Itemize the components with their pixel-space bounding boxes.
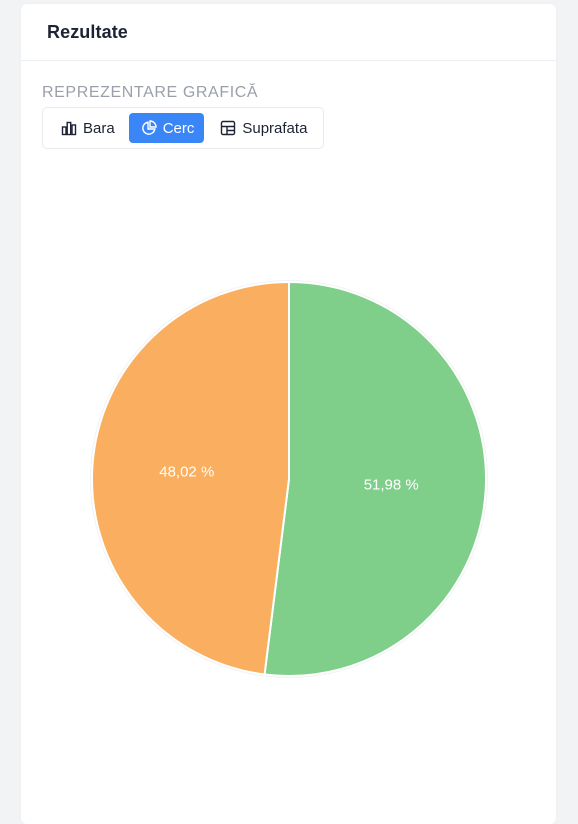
pie-chart-button[interactable]: Cerc [128,113,205,143]
pie-slice-label-1: 48,02 % [159,464,214,481]
pie-chart-icon [141,120,157,136]
pie-slice-0[interactable] [263,280,488,677]
section-label: REPREZENTARE GRAFICĂ [42,84,259,101]
bar-chart-button[interactable]: Bara [49,113,125,143]
pie-slice-1[interactable] [91,280,290,676]
card-title: Rezultate [47,21,128,42]
area-chart-icon [220,120,236,136]
pie-chart-button-label: Cerc [162,119,195,137]
pie-chart-area: 51,98 % 48,02 % [90,280,488,678]
card-header: Rezultate [21,4,556,61]
area-chart-button-label: Suprafata [242,119,308,137]
pie-slice-label-0: 51,98 % [364,476,419,493]
bar-chart-button-label: Bara [83,119,115,137]
pie-chart: 51,98 % 48,02 % [90,280,488,678]
area-chart-button[interactable]: Suprafata [208,113,317,143]
bar-chart-icon [61,120,77,136]
chart-type-switcher: Bara Cerc Suprafata [42,107,325,149]
